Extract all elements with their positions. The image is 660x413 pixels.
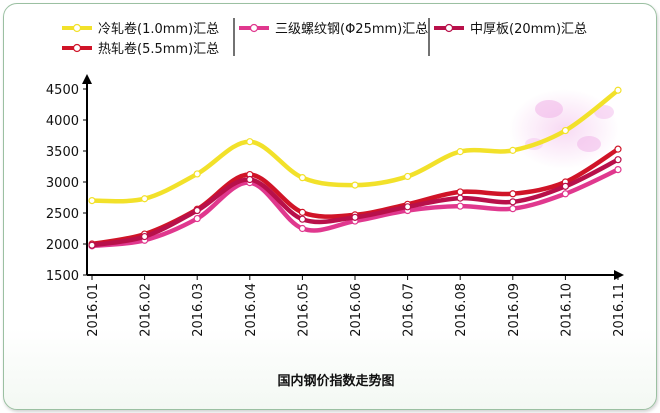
y-axis-arrow — [82, 74, 92, 84]
x-tick-label: 2016.06 — [349, 283, 364, 337]
data-point — [88, 197, 96, 205]
data-point — [509, 205, 517, 213]
x-tick-label: 2016.03 — [191, 283, 206, 337]
data-point — [509, 198, 517, 206]
legend-item-1: 冷轧卷(1.0mm)汇总 — [62, 21, 219, 37]
legend-label: 中厚板(20mm)汇总 — [470, 22, 587, 37]
data-point — [351, 181, 359, 189]
x-tick-labels: 2016.01 2016.02 2016.03 2016.04 2016.05 2016.… — [86, 275, 627, 337]
data-point — [193, 170, 201, 178]
series-line — [89, 167, 621, 249]
x-tick-label: 2016.02 — [139, 283, 154, 337]
data-point — [404, 172, 412, 181]
data-point — [298, 208, 306, 216]
x-tick-label: 2016.04 — [244, 283, 259, 337]
x-tick-label: 2016.01 — [86, 283, 101, 337]
data-point — [298, 224, 306, 233]
data-point — [561, 126, 570, 135]
x-tick-label: 2016.05 — [296, 283, 311, 337]
legend-marker — [72, 43, 82, 53]
data-point — [298, 215, 306, 223]
data-point — [614, 145, 622, 153]
data-point — [614, 86, 622, 94]
y-tick-labels: 1500 2000 2500 3000 3500 4000 4500 — [46, 83, 87, 284]
data-point — [141, 195, 149, 203]
data-point — [404, 203, 412, 211]
series-1 — [88, 86, 622, 205]
data-point — [456, 188, 464, 196]
y-tick-label: 3500 — [46, 145, 79, 160]
data-point — [509, 190, 517, 198]
data-point — [614, 156, 622, 164]
data-point — [351, 213, 359, 221]
legend-marker — [72, 23, 82, 33]
y-tick-label: 2000 — [46, 238, 79, 253]
legend-label: 热轧卷(5.5mm)汇总 — [98, 41, 219, 57]
series-3 — [88, 166, 622, 250]
data-point — [193, 206, 201, 215]
y-tick-label: 4500 — [46, 83, 79, 98]
data-point — [141, 232, 149, 241]
data-point — [298, 174, 306, 182]
data-point — [193, 214, 201, 223]
legend-label: 三级螺纹钢(Φ25mm)汇总 — [275, 22, 428, 37]
y-tick-label: 4000 — [46, 114, 79, 129]
legend-marker — [249, 23, 259, 33]
data-point — [456, 148, 464, 156]
data-point — [88, 241, 96, 249]
y-tick-label: 3000 — [46, 176, 79, 191]
data-point — [246, 175, 254, 184]
x-tick-label: 2016.08 — [454, 283, 469, 337]
data-point — [456, 194, 464, 202]
x-axis-arrow — [614, 270, 624, 280]
legend-label: 冷轧卷(1.0mm)汇总 — [98, 21, 219, 37]
data-point — [561, 190, 570, 198]
legend-item-3: 三级螺纹钢(Φ25mm)汇总 — [239, 22, 428, 37]
x-tick-label: 2016.10 — [559, 283, 574, 337]
chart-frame: 冷轧卷(1.0mm)汇总 热轧卷(5.5mm)汇总 三级螺纹钢(Φ25mm)汇总 中厚… — [3, 3, 657, 410]
chart-title: 国内钢价指数走势图 — [277, 373, 394, 389]
y-tick-label: 1500 — [46, 269, 79, 284]
legend-marker — [444, 23, 454, 33]
series-4 — [88, 156, 622, 249]
data-point — [246, 138, 254, 146]
data-point — [509, 146, 517, 154]
x-tick-label: 2016.11 — [612, 283, 627, 337]
series-lines — [88, 86, 622, 250]
y-tick-label: 2500 — [46, 207, 79, 222]
legend-item-2: 热轧卷(5.5mm)汇总 — [62, 41, 219, 57]
data-point — [456, 202, 464, 210]
x-tick-label: 2016.09 — [507, 283, 522, 337]
legend-item-4: 中厚板(20mm)汇总 — [434, 22, 587, 37]
x-tick-label: 2016.07 — [402, 283, 417, 337]
data-point — [561, 182, 570, 190]
axes — [82, 74, 624, 280]
data-point — [614, 166, 622, 174]
